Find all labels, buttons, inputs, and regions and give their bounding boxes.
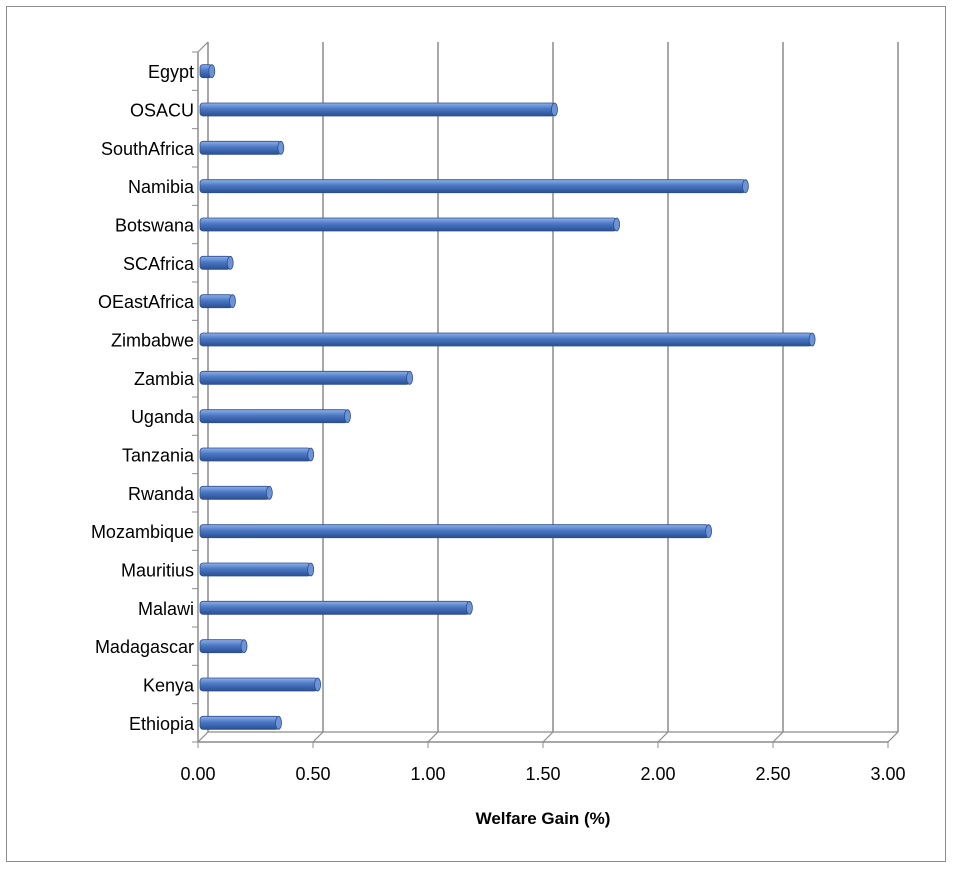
bar-cap <box>808 332 816 347</box>
category-label: SCAfrica <box>123 254 195 274</box>
bar <box>199 294 233 309</box>
bar-cap <box>265 485 273 500</box>
category-label: Mozambique <box>91 522 194 542</box>
bar <box>199 102 555 117</box>
bar-cap <box>314 677 322 692</box>
bar <box>199 179 746 194</box>
gridline-floor <box>427 731 439 743</box>
category-label: Zambia <box>134 369 195 389</box>
x-tick-label: 2.50 <box>755 764 790 784</box>
axes <box>192 41 898 748</box>
bar-cap <box>551 102 558 117</box>
category-label: Ethiopia <box>129 714 195 734</box>
bars <box>199 64 816 730</box>
bar <box>199 485 270 500</box>
bar-cap <box>307 562 315 577</box>
category-label: Uganda <box>131 407 195 427</box>
bar-cap <box>240 639 248 654</box>
bar-cap <box>307 447 315 462</box>
bar-cap <box>277 140 285 155</box>
x-axis-title: Welfare Gain (%) <box>476 809 611 828</box>
bar <box>199 639 245 654</box>
bar-cap <box>465 600 473 615</box>
gridline-floor <box>657 731 669 743</box>
bar <box>199 140 282 155</box>
category-label: Egypt <box>148 62 194 82</box>
category-label: SouthAfrica <box>101 139 195 159</box>
gridline-floor <box>772 731 784 743</box>
bar <box>199 217 618 232</box>
category-label: Mauritius <box>121 561 194 581</box>
gridline-floor <box>542 731 554 743</box>
bar <box>199 562 312 577</box>
bar <box>199 332 813 347</box>
bar-cap <box>742 179 749 194</box>
category-label: Tanzania <box>122 446 195 466</box>
bar <box>199 255 231 270</box>
bar <box>199 677 318 692</box>
bar-cap <box>275 715 282 730</box>
bar <box>199 409 348 424</box>
bar-cap <box>208 64 216 79</box>
bar <box>199 524 710 539</box>
bar-cap <box>229 294 236 309</box>
bar-cap <box>705 524 712 539</box>
category-label: Namibia <box>128 177 195 197</box>
category-label: OEastAfrica <box>98 292 195 312</box>
bar <box>199 715 279 730</box>
bar <box>199 600 470 615</box>
gridline-floor <box>197 731 209 743</box>
axis-corner <box>197 41 209 53</box>
bar-cap <box>613 217 620 232</box>
x-tick-label: 1.50 <box>525 764 560 784</box>
bar-cap <box>226 255 234 270</box>
gridline-floor <box>312 731 324 743</box>
category-label: Botswana <box>115 216 195 236</box>
gridlines <box>197 42 899 743</box>
category-label: Kenya <box>143 676 195 696</box>
bar <box>199 447 312 462</box>
category-label: Malawi <box>138 599 194 619</box>
bar-cap <box>406 370 414 385</box>
x-tick-label: 0.50 <box>295 764 330 784</box>
gridline-floor <box>887 731 899 743</box>
bar <box>199 370 411 385</box>
category-label: Zimbabwe <box>111 331 194 351</box>
x-tick-label: 2.00 <box>640 764 675 784</box>
x-tick-label: 3.00 <box>870 764 905 784</box>
chart-frame <box>6 6 946 862</box>
x-tick-label: 1.00 <box>410 764 445 784</box>
bar-cap <box>344 409 351 424</box>
category-label: OSACU <box>130 101 194 121</box>
x-tick-label: 0.00 <box>180 764 215 784</box>
category-label: Rwanda <box>128 484 195 504</box>
category-label: Madagascar <box>95 637 194 657</box>
labels: 0.00 0.50 1.00 1.50 2.00 2.50 3.00 Ethiopia Keny… <box>91 62 906 784</box>
